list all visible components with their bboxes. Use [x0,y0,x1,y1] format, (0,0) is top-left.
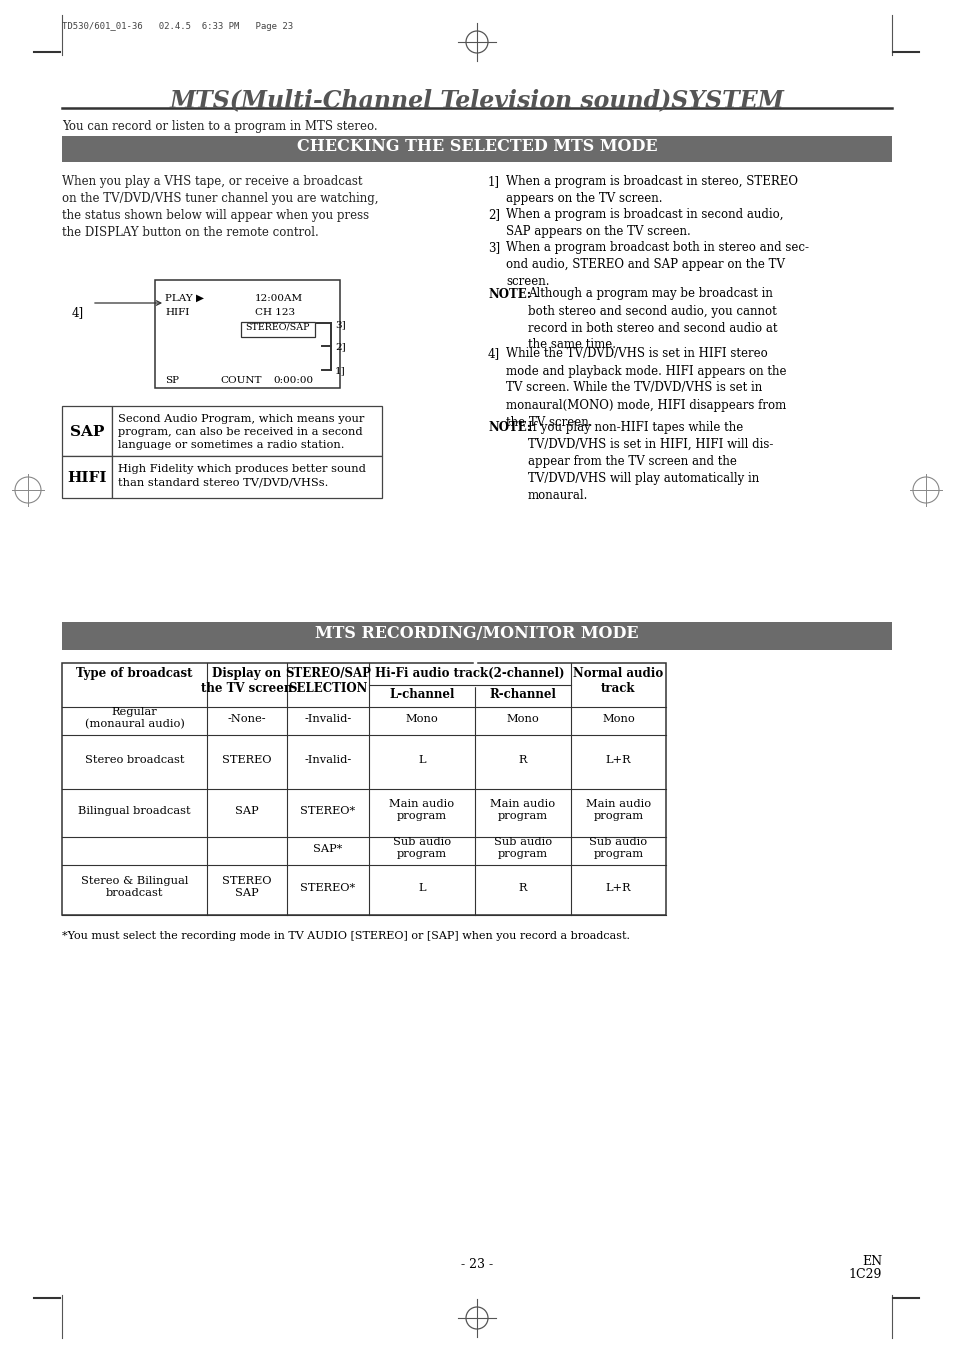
Text: CHECKING THE SELECTED MTS MODE: CHECKING THE SELECTED MTS MODE [296,138,657,155]
Text: PLAY ▶: PLAY ▶ [165,294,204,304]
Text: *You must select the recording mode in TV AUDIO [STEREO] or [SAP] when you recor: *You must select the recording mode in T… [62,931,629,942]
Text: -Invalid-: -Invalid- [304,714,352,724]
Text: 1C29: 1C29 [848,1268,882,1282]
Text: MTS RECORDING/MONITOR MODE: MTS RECORDING/MONITOR MODE [314,625,639,642]
Text: HIFI: HIFI [67,471,107,486]
Text: STEREO*: STEREO* [300,805,355,816]
Text: R: R [518,884,527,893]
Text: SP: SP [165,376,179,384]
Text: TD530/601_01-36   02.4.5  6:33 PM   Page 23: TD530/601_01-36 02.4.5 6:33 PM Page 23 [62,22,293,31]
Text: Type of broadcast: Type of broadcast [76,666,193,680]
Text: 2]: 2] [488,208,499,221]
Text: 2]: 2] [335,343,345,351]
Text: CH 123: CH 123 [254,308,294,317]
Text: 4]: 4] [71,306,84,318]
Text: Main audio
program: Main audio program [389,799,454,820]
Text: SAP: SAP [235,805,258,816]
Text: Mono: Mono [601,714,634,724]
Text: Bilingual broadcast: Bilingual broadcast [78,805,191,816]
Text: Main audio
program: Main audio program [490,799,555,820]
Text: Main audio
program: Main audio program [585,799,650,820]
Bar [112,456,381,498]
Text: 1]: 1] [335,366,345,375]
Text: When you play a VHS tape, or receive a broadcast
on the TV/DVD/VHS tuner channel: When you play a VHS tape, or receive a b… [62,175,378,239]
Bar [62,136,891,162]
Text: 3]: 3] [488,241,499,254]
Text: Sub audio
program: Sub audio program [494,836,552,858]
Text: R-channel: R-channel [489,688,556,701]
Text: High Fidelity which produces better sound
than standard stereo TV/DVD/VHSs.: High Fidelity which produces better soun… [118,464,366,487]
Text: SAP: SAP [70,425,104,438]
Text: SAP*: SAP* [313,844,342,854]
Text: STEREO/SAP
SELECTION: STEREO/SAP SELECTION [285,666,371,695]
Text: 0:00:00: 0:00:00 [273,376,313,384]
Bar [112,406,381,456]
Text: Sub audio
program: Sub audio program [589,836,647,858]
Text: Mono: Mono [506,714,538,724]
Text: -Invalid-: -Invalid- [304,755,352,765]
Bar [62,622,891,650]
Bar [154,281,339,389]
Text: If you play non-HIFI tapes while the
TV/DVD/VHS is set in HIFI, HIFI will dis-
a: If you play non-HIFI tapes while the TV/… [527,421,773,502]
Text: Second Audio Program, which means your
program, can also be received in a second: Second Audio Program, which means your p… [118,414,364,451]
Text: 4]: 4] [488,348,499,360]
Text: EN: EN [861,1255,882,1268]
Text: COUNT: COUNT [220,376,261,384]
Text: STEREO: STEREO [222,755,272,765]
Text: STEREO*: STEREO* [300,884,355,893]
Text: Regular
(monaural audio): Regular (monaural audio) [85,707,184,728]
Text: L+R: L+R [605,884,631,893]
Text: 1]: 1] [488,175,499,188]
Text: Although a program may be broadcast in
both stereo and second audio, you cannot
: Although a program may be broadcast in b… [527,287,777,352]
Text: When a program broadcast both in stereo and sec-
ond audio, STEREO and SAP appea: When a program broadcast both in stereo … [505,241,808,287]
Text: NOTE:: NOTE: [488,421,531,434]
Bar [62,406,112,456]
Text: STEREO
SAP: STEREO SAP [222,876,272,897]
Text: Stereo & Bilingual
broadcast: Stereo & Bilingual broadcast [81,876,188,897]
Text: While the TV/DVD/VHS is set in HIFI stereo
mode and playback mode. HIFI appears : While the TV/DVD/VHS is set in HIFI ster… [505,348,785,429]
Text: L+R: L+R [605,755,631,765]
Text: You can record or listen to a program in MTS stereo.: You can record or listen to a program in… [62,120,377,134]
Text: When a program is broadcast in second audio,
SAP appears on the TV screen.: When a program is broadcast in second au… [505,208,782,237]
Bar [62,456,112,498]
Bar [62,662,665,915]
Text: Normal audio
track: Normal audio track [573,666,663,695]
Text: R: R [518,755,527,765]
Text: Sub audio
program: Sub audio program [393,836,451,858]
Text: NOTE:: NOTE: [488,287,531,301]
Text: STEREO/SAP: STEREO/SAP [246,322,310,332]
Text: When a program is broadcast in stereo, STEREO
appears on the TV screen.: When a program is broadcast in stereo, S… [505,175,797,205]
Text: -None-: -None- [228,714,266,724]
Text: Mono: Mono [405,714,438,724]
Text: L-channel: L-channel [389,688,455,701]
Text: Display on
the TV screen: Display on the TV screen [201,666,293,695]
Text: L: L [417,884,425,893]
Text: L: L [417,755,425,765]
Text: MTS(Multi-Channel Television sound)SYSTEM: MTS(Multi-Channel Television sound)SYSTE… [170,88,783,112]
Text: Hi-Fi audio track(2-channel): Hi-Fi audio track(2-channel) [375,666,564,680]
Text: 12:00AM: 12:00AM [254,294,303,304]
Text: 3]: 3] [335,320,345,329]
Text: Stereo broadcast: Stereo broadcast [85,755,184,765]
Text: HIFI: HIFI [165,308,190,317]
Bar [241,322,314,337]
Text: - 23 -: - 23 - [460,1259,493,1271]
